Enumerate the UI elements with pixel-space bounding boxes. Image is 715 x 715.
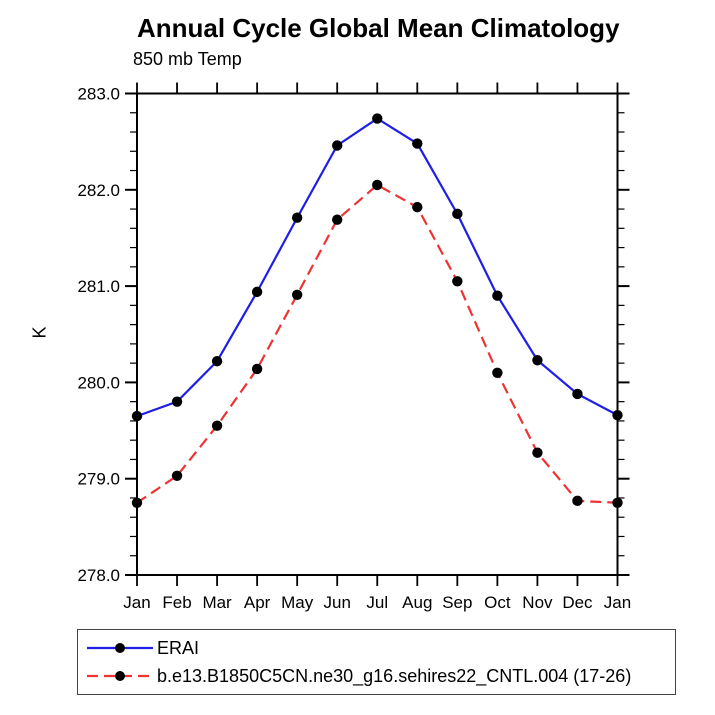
legend-label-erai: ERAI xyxy=(157,637,200,658)
erai-data-point-marker xyxy=(572,388,583,400)
y-axis-tick-label: 278.0 xyxy=(77,566,120,585)
chart-subtitle: 850 mb Temp xyxy=(133,49,242,69)
erai-data-point-marker xyxy=(372,113,383,124)
model-data-point-marker xyxy=(572,495,583,507)
legend-line-sample-erai xyxy=(87,643,153,653)
legend-label-model: b.e13.B1850C5CN.ne30_g16.sehires22_CNTL.… xyxy=(157,665,632,686)
x-axis-tick-label: Apr xyxy=(244,593,271,612)
model-line xyxy=(136,183,618,504)
erai-line xyxy=(136,117,619,418)
model-data-point-marker xyxy=(452,276,463,287)
x-axis-tick-label: Jun xyxy=(323,593,350,612)
legend-box: ERAI b.e13.B1850C5CN.ne30_g16.sehires22_… xyxy=(77,629,676,695)
model-data-point-marker xyxy=(372,179,383,191)
erai-data-point-marker xyxy=(492,290,503,301)
x-axis-tick-label: Oct xyxy=(484,593,511,612)
model-data-point-marker xyxy=(612,497,623,508)
plot-frame xyxy=(136,92,619,576)
x-axis-tick-label: Mar xyxy=(202,593,232,612)
model-data-point-marker xyxy=(211,420,223,431)
erai-data-point-marker xyxy=(452,208,463,220)
erai-data-point-marker xyxy=(291,212,303,223)
x-axis-tick-label: Nov xyxy=(522,593,553,612)
model-data-point-marker xyxy=(412,201,423,213)
erai-data-point-marker xyxy=(412,138,423,149)
model-data-point-marker xyxy=(131,497,143,508)
x-axis-tick-label: Aug xyxy=(402,593,432,612)
y-axis-tick-label: 279.0 xyxy=(77,470,120,489)
erai-data-point-marker xyxy=(532,355,543,366)
model-data-point-marker xyxy=(492,367,503,378)
erai-data-point-marker xyxy=(612,409,623,421)
model-data-point-marker xyxy=(171,470,183,482)
legend-line-sample-model xyxy=(87,671,153,681)
erai-data-point-marker xyxy=(251,286,263,298)
model-data-point-marker xyxy=(332,214,343,225)
legend-item-erai: ERAI xyxy=(83,638,675,658)
x-axis-tick-label: May xyxy=(281,593,314,612)
legend-sample-marker xyxy=(115,643,125,653)
x-axis-tick-label: Sep xyxy=(442,593,472,612)
y-axis-tick-label: 283.0 xyxy=(77,84,120,103)
legend-item-model: b.e13.B1850C5CN.ne30_g16.sehires22_CNTL.… xyxy=(83,666,675,686)
x-axis-tick-label: Feb xyxy=(162,593,191,612)
x-axis-tick-label: Jan xyxy=(123,593,150,612)
erai-data-point-marker xyxy=(211,356,223,367)
erai-data-point-marker xyxy=(131,410,143,422)
x-axis-tick-label: Jan xyxy=(604,593,631,612)
model-data-point-marker xyxy=(251,363,263,375)
y-axis-tick-label: 280.0 xyxy=(77,373,120,392)
erai-data-point-marker xyxy=(171,396,183,407)
x-axis-tick-label: Dec xyxy=(562,593,593,612)
y-axis-tick-label: 281.0 xyxy=(77,277,120,296)
legend-sample-marker xyxy=(115,671,125,681)
x-axis-tick-label: Jul xyxy=(366,593,388,612)
model-data-point-marker xyxy=(291,289,303,300)
model-data-point-marker xyxy=(532,447,543,458)
erai-data-point-marker xyxy=(332,140,343,151)
y-axis-tick-label: 282.0 xyxy=(77,181,120,200)
chart-title: Annual Cycle Global Mean Climatology xyxy=(137,13,620,43)
